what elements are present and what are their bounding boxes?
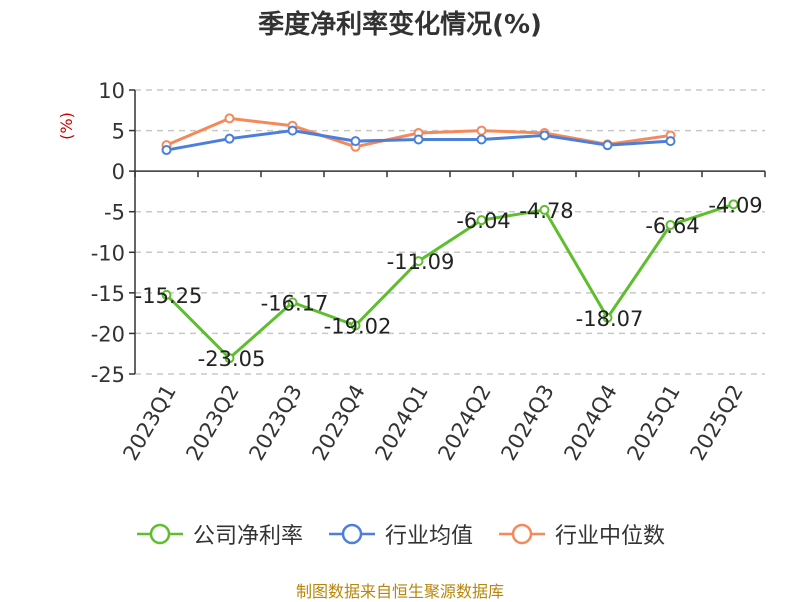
y-tick-label: 5 <box>112 120 125 144</box>
data-label: -6.04 <box>456 209 510 233</box>
y-tick-label: -20 <box>91 322 125 346</box>
legend-swatch-icon <box>136 523 183 545</box>
data-point <box>224 113 235 124</box>
legend-item[interactable]: 行业均值 <box>327 518 473 550</box>
data-labels: -15.25 -23.05 -16.17-19.02 -11.09-6.04 -4.78… <box>135 193 763 371</box>
data-point <box>287 125 298 136</box>
x-tick-label: 2023Q4 <box>307 381 369 465</box>
x-tick-label: 2025Q1 <box>622 381 684 465</box>
y-tick-label: 0 <box>112 160 125 184</box>
legend[interactable]: 公司净利率 行业均值 行业中位数 <box>0 518 800 550</box>
data-point <box>161 145 172 156</box>
data-point <box>287 297 298 308</box>
grid-lines <box>135 89 765 375</box>
data-point <box>539 204 550 215</box>
y-tick-labels: 10 5 0 -5 -10 -15 -20 -25 <box>91 79 125 387</box>
legend-label: 公司净利率 <box>192 524 303 549</box>
legend-label: 行业均值 <box>384 524 473 549</box>
x-tick-label: 2023Q2 <box>181 381 243 465</box>
data-point <box>476 215 487 226</box>
data-label: -18.07 <box>576 307 644 331</box>
data-point <box>728 199 739 210</box>
data-label: -15.25 <box>135 284 203 308</box>
legend-label: 行业中位数 <box>555 524 666 549</box>
data-label: -6.64 <box>645 214 699 238</box>
data-point <box>224 133 235 144</box>
data-point <box>665 220 676 231</box>
x-tick-labels: 2023Q1 2023Q2 2023Q3 2023Q4 2024Q1 2024Q2 2024… <box>118 381 747 465</box>
y-tick-label: 10 <box>98 79 125 103</box>
y-tick-label: -5 <box>104 201 125 225</box>
y-tick-label: -10 <box>91 241 125 265</box>
data-point <box>476 125 487 136</box>
data-label: -23.05 <box>198 347 266 371</box>
data-point <box>602 312 613 323</box>
x-tick-label: 2024Q3 <box>496 381 558 465</box>
legend-swatch-marker <box>341 523 363 545</box>
data-point <box>539 130 550 141</box>
data-point <box>602 140 613 151</box>
data-label: -11.09 <box>387 250 455 274</box>
series-layer <box>161 113 739 364</box>
data-point <box>350 320 361 331</box>
x-tick-label: 2023Q3 <box>244 381 306 465</box>
legend-item[interactable]: 行业中位数 <box>497 518 665 550</box>
chart-title: 季度净利率变化情况(%) <box>258 10 542 40</box>
legend-swatch-icon <box>499 523 545 545</box>
x-tick-label: 2023Q1 <box>118 381 180 465</box>
series-line <box>165 202 734 360</box>
data-point <box>161 289 172 300</box>
source-note: 制图数据来自恒生聚源数据库 <box>295 582 504 601</box>
data-point <box>476 134 487 145</box>
legend-swatch-icon <box>328 523 375 545</box>
x-tick-label: 2025Q2 <box>685 381 747 465</box>
data-point <box>350 136 361 147</box>
data-label: -4.09 <box>708 193 762 217</box>
legend-swatch-marker <box>149 523 171 545</box>
data-label: -4.78 <box>519 199 573 223</box>
y-axis-label: (%) <box>57 112 76 140</box>
data-label: -16.17 <box>261 291 329 315</box>
y-tick-label: -15 <box>91 282 125 306</box>
data-point <box>413 134 424 145</box>
x-tick-label: 2024Q2 <box>433 381 495 465</box>
x-tick-label: 2024Q4 <box>559 381 621 465</box>
y-tick-label: -25 <box>91 363 125 387</box>
data-label: -19.02 <box>324 314 392 338</box>
legend-swatch-marker <box>511 523 533 545</box>
legend-item[interactable]: 公司净利率 <box>135 518 303 550</box>
data-point <box>413 256 424 267</box>
axes <box>129 89 766 375</box>
data-point <box>224 353 235 364</box>
data-point <box>665 136 676 147</box>
x-tick-label: 2024Q1 <box>370 381 432 465</box>
